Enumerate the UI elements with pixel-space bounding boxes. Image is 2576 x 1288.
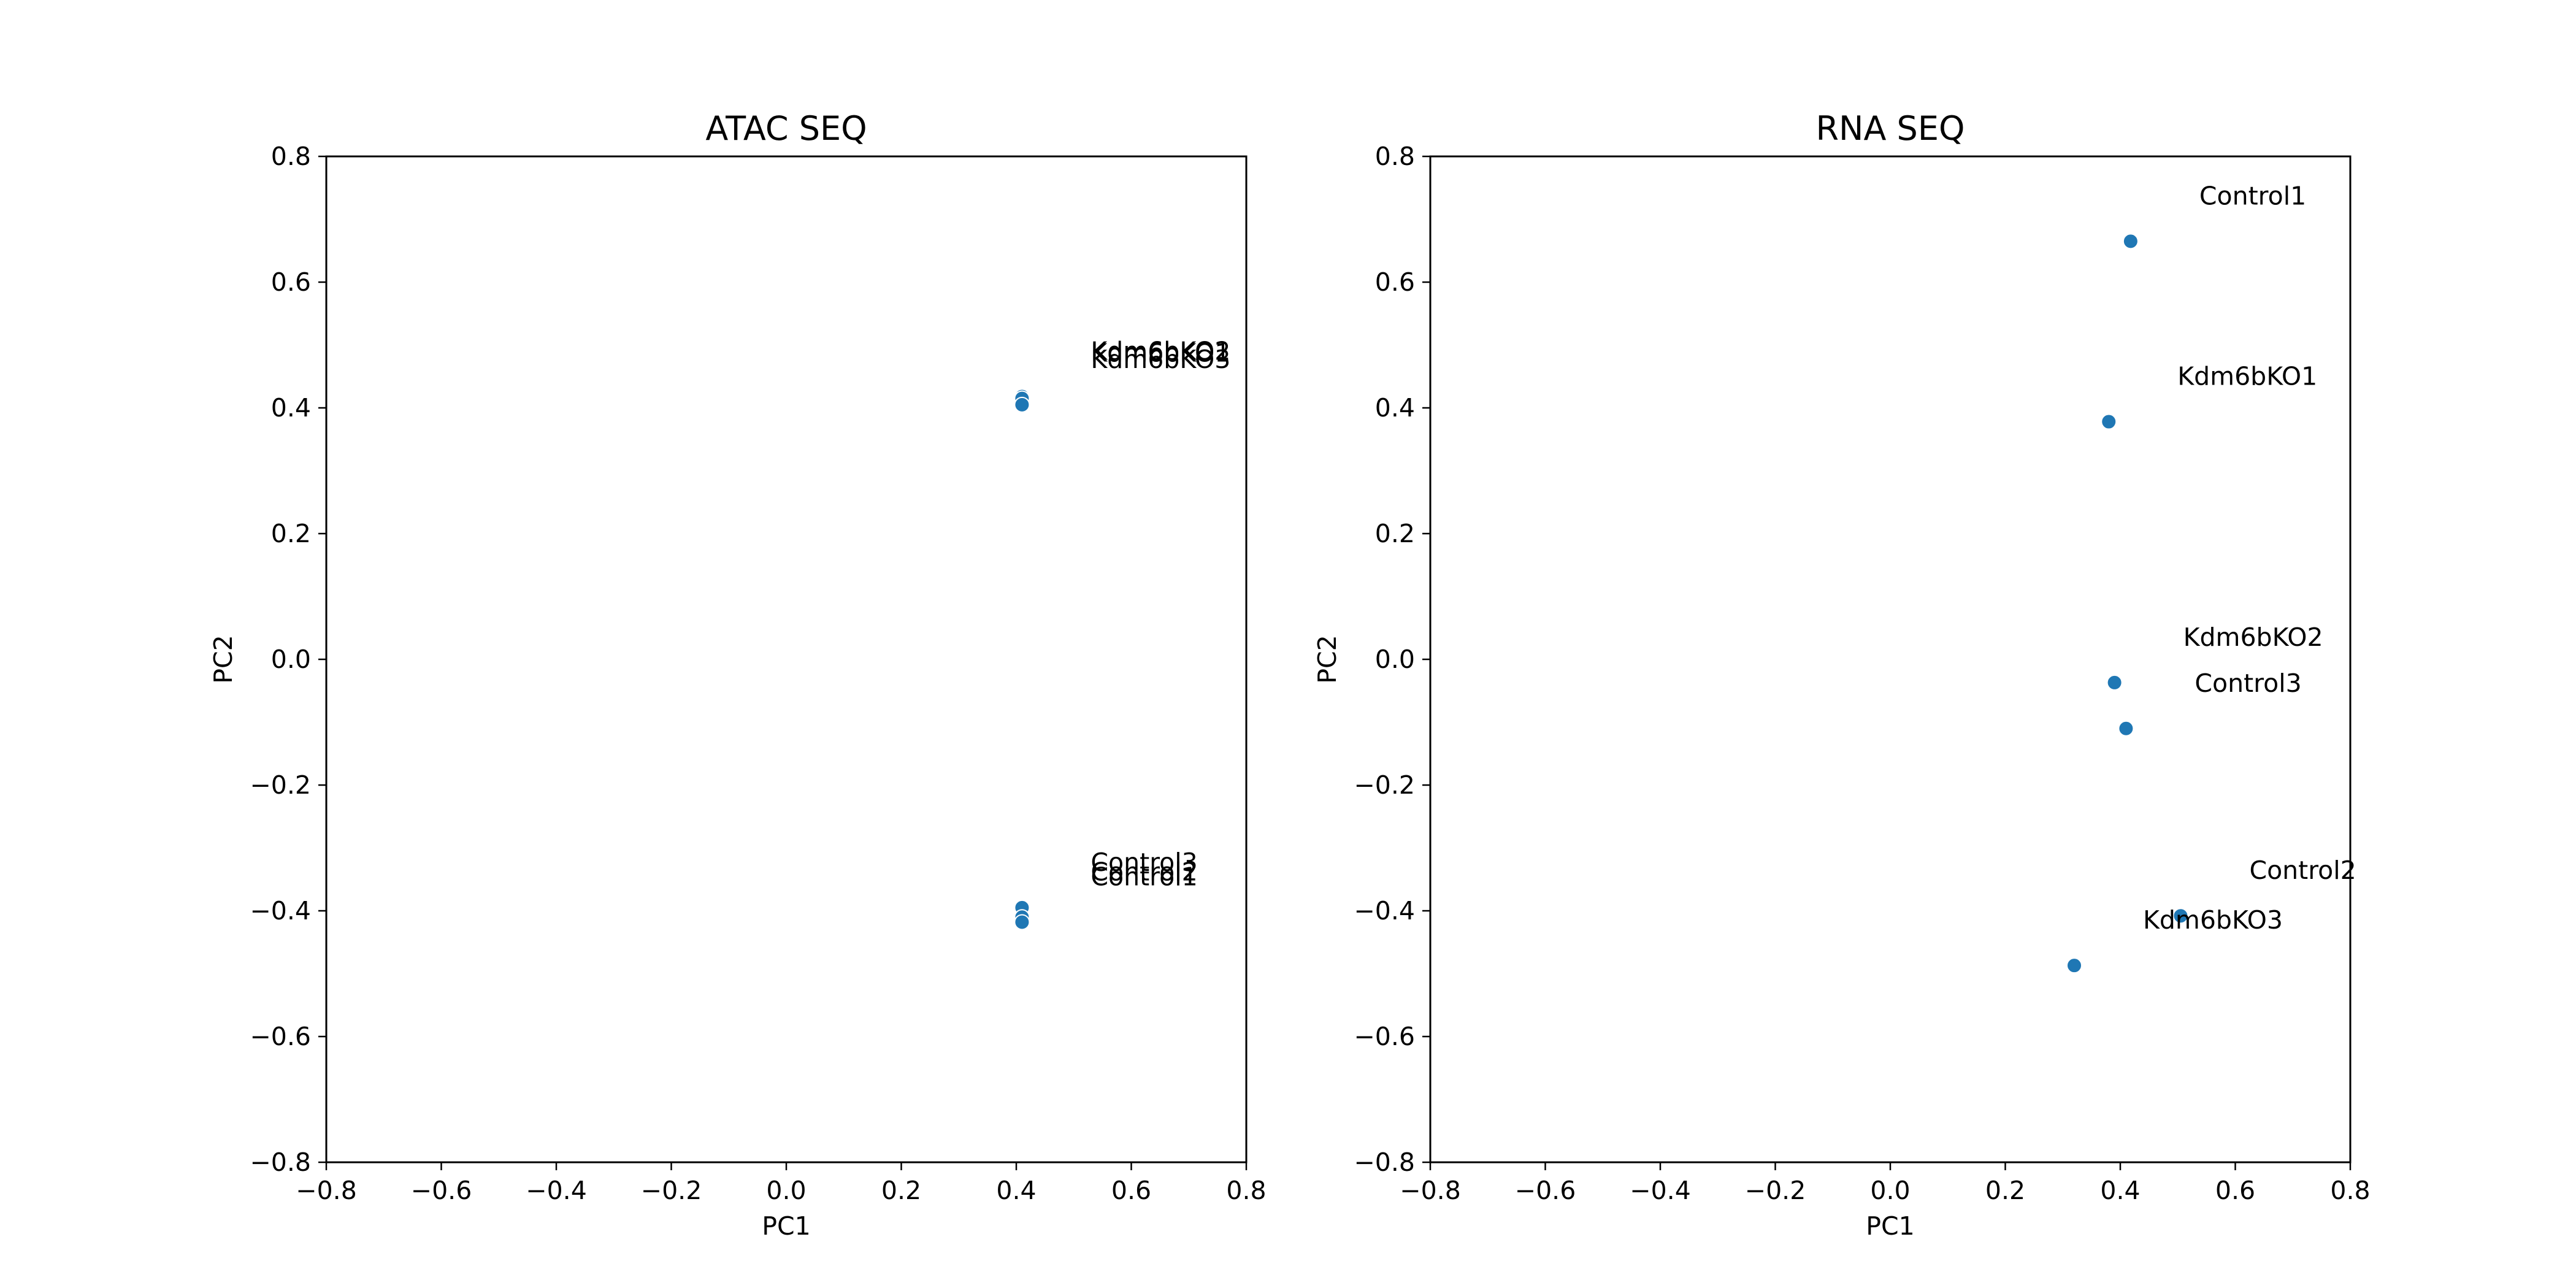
rna-seq-point-labels: Control1 Kdm6bKO1 Kdm6bKO2 Control3 Control2… bbox=[2143, 181, 2356, 935]
rna-seq-point-label-control2: Control2 bbox=[2249, 856, 2356, 885]
rna-seq-y-tick-label: −0.6 bbox=[1354, 1022, 1415, 1051]
rna-seq-points bbox=[2066, 233, 2189, 974]
rna-seq-y-tick-label: −0.2 bbox=[1354, 770, 1415, 800]
rna-seq-y-axis-label: PC2 bbox=[1313, 635, 1342, 683]
rna-seq-point-label-control1: Control1 bbox=[2199, 181, 2306, 210]
atac-seq-x-tick-label: 0.4 bbox=[996, 1176, 1036, 1205]
atac-seq-point-label-control1: Control1 bbox=[1091, 862, 1197, 891]
rna-seq-y-tick-label: 0.0 bbox=[1375, 645, 1415, 674]
rna-seq-point-control3 bbox=[2118, 720, 2134, 737]
atac-seq-y-tick-label: −0.4 bbox=[250, 896, 311, 926]
rna-seq-x-tick-label: 0.2 bbox=[1985, 1176, 2025, 1205]
rna-seq-point-label-kdm6bko1: Kdm6bKO1 bbox=[2177, 362, 2317, 391]
atac-seq-y-tick-label: −0.8 bbox=[250, 1148, 311, 1177]
atac-seq-panel: ATAC SEQ −0.8 −0.6 −0.4 −0.2 0.0 0.2 0.4 0.6 0.8… bbox=[209, 109, 1267, 1241]
atac-seq-x-tick-label: −0.2 bbox=[641, 1176, 702, 1205]
rna-seq-x-tick-label: −0.8 bbox=[1400, 1176, 1461, 1205]
rna-seq-point-control1 bbox=[2122, 233, 2139, 250]
atac-seq-points bbox=[1014, 388, 1030, 930]
atac-seq-x-tick-label: 0.2 bbox=[881, 1176, 921, 1205]
rna-seq-y-tick-label: 0.6 bbox=[1375, 267, 1415, 297]
atac-seq-title: ATAC SEQ bbox=[705, 109, 867, 148]
atac-seq-y-tick-label: −0.2 bbox=[250, 770, 311, 800]
atac-seq-y-tick-label: 0.6 bbox=[271, 267, 311, 297]
atac-seq-x-tick-label: 0.0 bbox=[766, 1176, 806, 1205]
rna-seq-x-tick-label: −0.2 bbox=[1745, 1176, 1806, 1205]
atac-seq-y-tick-label: −0.6 bbox=[250, 1022, 311, 1051]
atac-seq-ticks: −0.8 −0.6 −0.4 −0.2 0.0 0.2 0.4 0.6 0.8 −0.8 −0.6 −… bbox=[250, 142, 1266, 1205]
atac-seq-point-label-kdm6bko3: Kdm6bKO3 bbox=[1091, 345, 1230, 374]
atac-seq-x-tick-label: −0.4 bbox=[526, 1176, 587, 1205]
rna-seq-x-tick-label: −0.6 bbox=[1515, 1176, 1576, 1205]
rna-seq-y-tick-label: 0.8 bbox=[1375, 142, 1415, 171]
rna-seq-panel: RNA SEQ −0.8 −0.6 −0.4 −0.2 0.0 0.2 0.4 0.6 0.8−… bbox=[1313, 109, 2371, 1241]
rna-seq-title: RNA SEQ bbox=[1816, 109, 1965, 148]
atac-seq-point-control1 bbox=[1014, 914, 1030, 930]
rna-seq-point-label-kdm6bko2: Kdm6bKO2 bbox=[2183, 623, 2323, 652]
rna-seq-x-tick-label: 0.0 bbox=[1870, 1176, 1910, 1205]
rna-seq-point-kdm6bko1 bbox=[2101, 413, 2117, 430]
atac-seq-y-tick-label: 0.2 bbox=[271, 519, 311, 548]
rna-seq-ticks: −0.8 −0.6 −0.4 −0.2 0.0 0.2 0.4 0.6 0.8 −0.8 −0.6 −… bbox=[1354, 142, 2370, 1205]
rna-seq-y-tick-label: −0.4 bbox=[1354, 896, 1415, 926]
rna-seq-x-tick-label: 0.4 bbox=[2100, 1176, 2140, 1205]
atac-seq-point-label-kdm6bko2: Kdm6bKO2 bbox=[1091, 337, 1230, 366]
atac-seq-x-tick-label: 0.8 bbox=[1226, 1176, 1266, 1205]
rna-seq-axes-frame bbox=[1429, 155, 2352, 1163]
rna-seq-point-control2 bbox=[2172, 908, 2189, 924]
atac-seq-point-label-control3: Control3 bbox=[1091, 848, 1197, 877]
atac-seq-x-tick-label: −0.6 bbox=[411, 1176, 472, 1205]
atac-seq-x-tick-label: 0.6 bbox=[1111, 1176, 1151, 1205]
atac-seq-axes-frame bbox=[325, 155, 1248, 1163]
atac-seq-x-axis-label: PC1 bbox=[762, 1211, 810, 1241]
atac-seq-point-label-kdm6bko1: Kdm6bKO1 bbox=[1091, 339, 1230, 368]
rna-seq-point-label-kdm6bko3: Kdm6bKO3 bbox=[2143, 905, 2283, 935]
atac-seq-y-tick-label: 0.8 bbox=[271, 142, 311, 171]
atac-seq-x-tick-label: −0.8 bbox=[296, 1176, 357, 1205]
rna-seq-x-tick-label: 0.6 bbox=[2215, 1176, 2255, 1205]
rna-seq-x-axis-label: PC1 bbox=[1866, 1211, 1914, 1241]
rna-seq-point-label-control3: Control3 bbox=[2195, 669, 2301, 698]
rna-seq-x-tick-label: 0.8 bbox=[2330, 1176, 2370, 1205]
rna-seq-x-tick-label: −0.4 bbox=[1630, 1176, 1691, 1205]
atac-seq-y-tick-label: 0.0 bbox=[271, 645, 311, 674]
rna-seq-y-tick-label: 0.2 bbox=[1375, 519, 1415, 548]
rna-seq-y-tick-label: −0.8 bbox=[1354, 1148, 1415, 1177]
rna-seq-point-kdm6bko3 bbox=[2066, 957, 2082, 974]
atac-seq-y-axis-label: PC2 bbox=[209, 635, 238, 683]
atac-seq-y-tick-label: 0.4 bbox=[271, 393, 311, 423]
rna-seq-point-kdm6bko2 bbox=[2106, 674, 2123, 691]
atac-seq-point-kdm6bko3 bbox=[1014, 396, 1030, 413]
rna-seq-y-tick-label: 0.4 bbox=[1375, 393, 1415, 423]
atac-seq-point-label-control2: Control2 bbox=[1091, 857, 1197, 886]
